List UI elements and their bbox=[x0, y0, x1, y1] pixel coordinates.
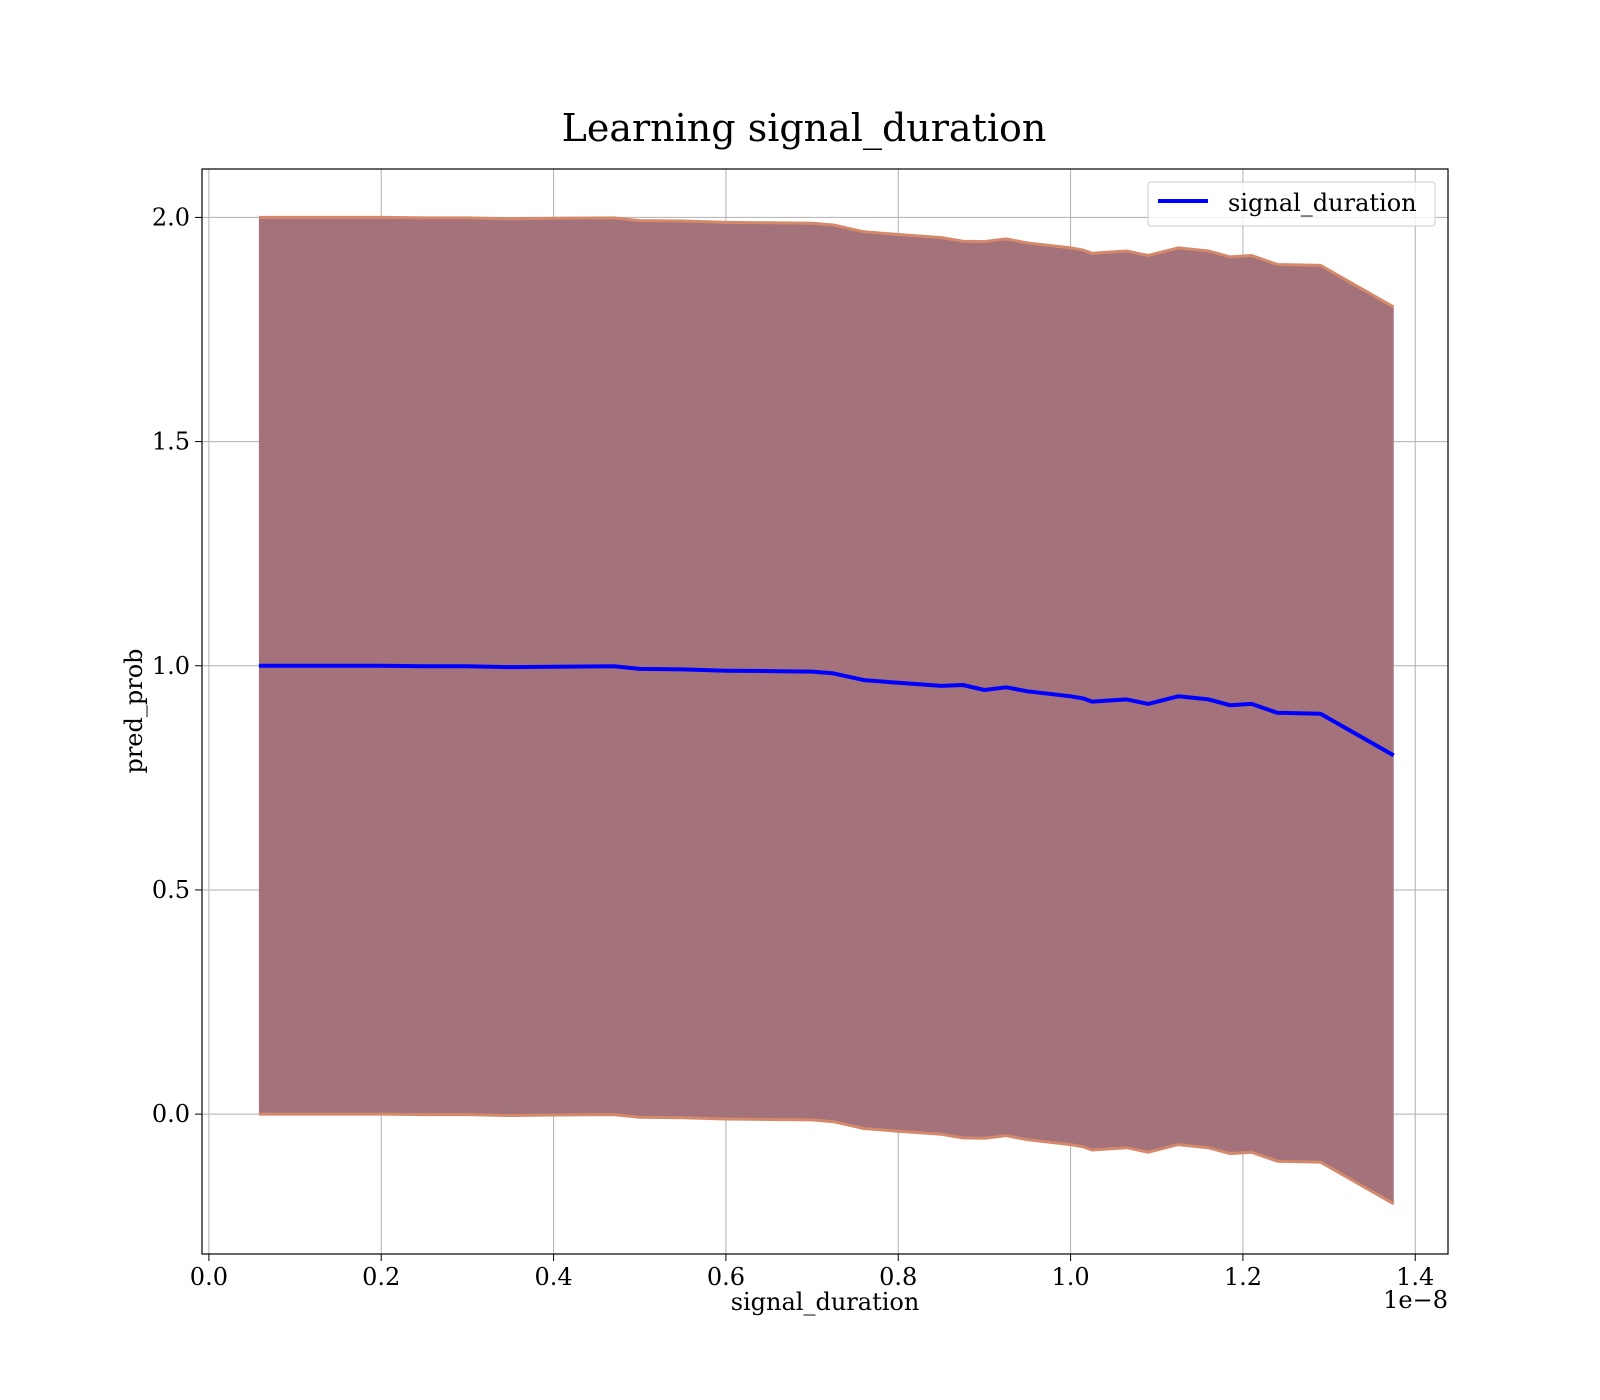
y-tick-label: 0.0 bbox=[152, 1100, 190, 1128]
x-tick-label: 1.4 bbox=[1396, 1263, 1434, 1291]
y-tick-label: 1.5 bbox=[152, 428, 190, 456]
x-tick-label: 0.6 bbox=[707, 1263, 745, 1291]
band-upper-edge bbox=[258, 215, 1395, 309]
axes-frame bbox=[201, 168, 1449, 1255]
x-tick-label: 0.2 bbox=[362, 1263, 400, 1291]
y-tick-label: 2.0 bbox=[152, 203, 190, 231]
legend: signal_duration bbox=[1147, 181, 1436, 227]
chart-title: Learning signal_duration bbox=[562, 106, 1047, 151]
x-tick-label: 0.8 bbox=[879, 1263, 917, 1291]
y-tick-label: 1.0 bbox=[152, 652, 190, 680]
confidence-band bbox=[258, 217, 1394, 1204]
band-lower-edge bbox=[258, 1112, 1395, 1206]
x-tick-label: 0.0 bbox=[190, 1263, 228, 1291]
x-tick-label: 0.4 bbox=[534, 1263, 572, 1291]
series-line-signal-duration bbox=[258, 663, 1395, 758]
legend-entry-label: signal_duration bbox=[1228, 189, 1417, 217]
y-axis-label: pred_prob bbox=[120, 648, 148, 773]
x-tick-label: 1.0 bbox=[1051, 1263, 1089, 1291]
plot-area bbox=[258, 215, 1395, 1206]
x-axis-offset-label: 1e−8 bbox=[1383, 1286, 1448, 1314]
legend-box bbox=[1147, 181, 1436, 227]
x-axis-label: signal_duration bbox=[731, 1288, 920, 1316]
x-axis: 0.0 0.2 0.4 0.6 0.8 1.0 1.2 1.4 bbox=[190, 1254, 1434, 1291]
y-tick-label: 0.5 bbox=[152, 876, 190, 904]
y-axis: 0.0 0.5 1.0 1.5 2.0 bbox=[152, 203, 202, 1128]
x-tick-label: 1.2 bbox=[1224, 1263, 1262, 1291]
